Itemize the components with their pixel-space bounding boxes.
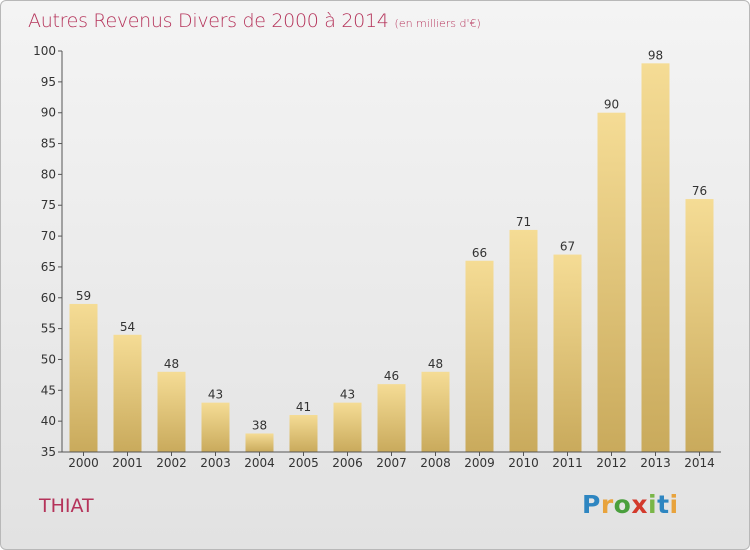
bar [157,371,186,452]
bar-value-label: 54 [120,320,135,334]
bar-value-label: 43 [208,388,223,402]
bar [641,63,670,452]
y-tick-label: 100 [33,44,56,58]
x-tick-label: 2000 [68,456,99,470]
chart-title: Autres Revenus Divers de 2000 à 2014 (en … [28,10,481,32]
x-tick-label: 2012 [596,456,627,470]
x-tick-label: 2007 [376,456,407,470]
bars: 59 54 48 43 38 41 43 46 48 66 71 67 90 98 76 [69,48,714,452]
title-unit: (en milliers d'€) [394,17,481,30]
x-tick-label: 2004 [244,456,275,470]
y-axis: 35 40 45 50 55 60 65 70 75 80 85 90 95 100 [33,44,63,459]
bar [421,371,450,452]
y-tick-label: 40 [41,414,56,428]
x-axis: 2000 2001 2002 2003 2004 2005 2006 2007 2008 2009… [62,451,721,470]
y-tick-label: 65 [41,260,56,274]
bar-value-label: 76 [692,184,707,198]
x-tick-label: 2002 [156,456,187,470]
bar [333,402,362,452]
bar-value-label: 66 [472,246,487,260]
bar [465,260,494,452]
title-text: Autres Revenus Divers de 2000 à 2014 [28,10,389,32]
y-tick-label: 70 [41,229,56,243]
bar-value-label: 48 [428,357,443,371]
bar [289,414,318,452]
y-tick-label: 35 [41,445,56,459]
x-tick-label: 2014 [684,456,715,470]
y-tick-label: 85 [41,137,56,151]
bar-value-label: 98 [648,48,663,62]
bar-value-label: 71 [516,215,531,229]
proxiti-logo: Proxiti [582,490,679,519]
y-tick-label: 45 [41,383,56,397]
y-tick-label: 50 [41,352,56,366]
y-tick-label: 95 [41,75,56,89]
x-tick-label: 2005 [288,456,319,470]
x-tick-label: 2001 [112,456,143,470]
bar-value-label: 41 [296,400,311,414]
x-tick-label: 2009 [464,456,495,470]
bar [69,303,98,452]
bar [509,229,538,452]
x-tick-label: 2010 [508,456,539,470]
y-tick-label: 55 [41,322,56,336]
bar [685,199,714,452]
bar-value-label: 46 [384,369,399,383]
x-tick-label: 2008 [420,456,451,470]
bar [113,334,142,452]
x-tick-label: 2013 [640,456,671,470]
x-tick-label: 2003 [200,456,231,470]
bar-value-label: 59 [76,289,91,303]
bar-value-label: 48 [164,357,179,371]
bar [201,402,230,452]
bar-value-label: 90 [604,98,619,112]
bar [597,112,626,452]
y-tick-label: 80 [41,167,56,181]
bar [377,384,406,452]
commune-name: THIAT [39,495,94,517]
bar [245,433,274,452]
bar [553,254,582,452]
y-tick-label: 75 [41,198,56,212]
bar-value-label: 38 [252,418,267,432]
bar-value-label: 67 [560,240,575,254]
x-tick-label: 2011 [552,456,583,470]
y-tick-label: 60 [41,291,56,305]
y-tick-label: 90 [41,106,56,120]
bar-value-label: 43 [340,388,355,402]
x-tick-label: 2006 [332,456,363,470]
